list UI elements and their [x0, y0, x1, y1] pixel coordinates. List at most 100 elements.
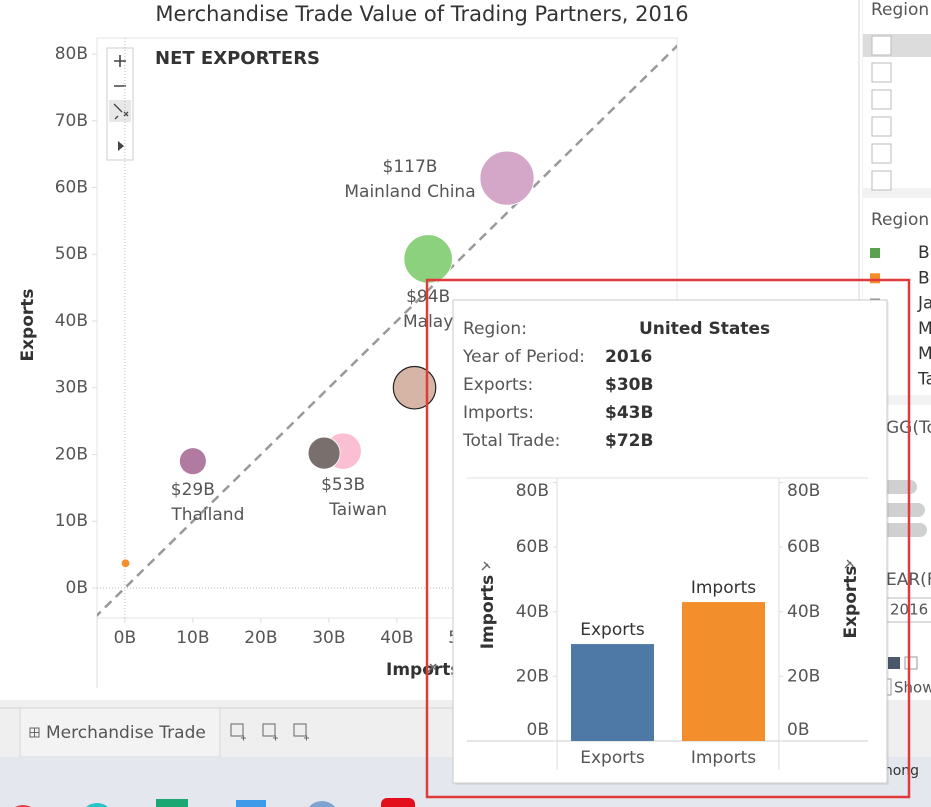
y2-tick-label: 0B [787, 720, 809, 740]
zoom-toolbar[interactable] [106, 47, 134, 161]
app-icon[interactable] [80, 803, 114, 807]
data-label: $29B [171, 480, 215, 500]
tab-icon [29, 727, 40, 738]
legend-label: Ja [917, 294, 931, 314]
y2-axis-title: Exports [841, 565, 861, 638]
bubble [479, 150, 535, 206]
reference-line [97, 44, 677, 618]
x-tick-label: Exports [580, 748, 645, 768]
app-icon[interactable] [156, 799, 188, 807]
tooltip-chart: 0B 20B 40B 60B 80B 0B 20B 40B 60B 80B Imports Expor… [467, 477, 868, 770]
legend-label: M [918, 344, 931, 364]
app-icon[interactable] [236, 800, 266, 807]
y-tick-label: 50B [55, 244, 88, 264]
year-box[interactable] [883, 597, 931, 623]
data-label: $117B [383, 157, 438, 177]
expand-icon[interactable] [118, 141, 124, 151]
chart-title: Merchandise Trade Value of Trading Partn… [155, 2, 688, 26]
x-tick-label: 0B [114, 628, 136, 648]
point-label: Mainland China [344, 182, 475, 202]
bubble [403, 234, 453, 284]
checkbox[interactable] [871, 170, 892, 191]
field-label: Exports: [463, 375, 533, 395]
filter-list[interactable] [871, 35, 892, 191]
x-tick-label: 30B [312, 628, 345, 648]
field-label: Year of Period: [462, 347, 585, 367]
slider-button[interactable] [904, 656, 918, 670]
legend-swatch [870, 248, 880, 258]
sheet-tab[interactable] [19, 707, 221, 758]
highlight-box [425, 278, 911, 799]
annotation: NET EXPORTERS [155, 48, 320, 69]
y2-tick-label: 60B [787, 537, 820, 557]
legend-label: M [918, 319, 931, 339]
point-label: Taiwan [328, 500, 387, 520]
x-tick-label: 10B [176, 628, 209, 648]
bar [571, 644, 654, 741]
legend-swatch [870, 273, 880, 284]
field-label: Total Trade: [462, 431, 560, 451]
y-tick-label: 20B [516, 666, 549, 686]
checkbox[interactable] [871, 89, 892, 110]
checkbox[interactable] [871, 116, 892, 137]
y-axis-title: Exports [18, 288, 38, 361]
y-tick-label: 60B [55, 178, 88, 198]
bubble [179, 447, 207, 476]
y-tick-label: 60B [516, 537, 549, 557]
y-tick-label: 40B [55, 311, 88, 331]
pin-button[interactable] [109, 100, 131, 122]
plot-area [97, 38, 677, 618]
bar [682, 602, 765, 741]
show-label: Show [894, 679, 931, 697]
y-tick-label: 80B [55, 44, 88, 64]
legend-title: Region [871, 210, 929, 230]
app-icon[interactable] [305, 801, 339, 807]
y2-tick-label: 40B [787, 602, 820, 622]
y-tick-label: 40B [516, 602, 549, 622]
y-axis-title: Imports [478, 575, 498, 650]
field-value: 2016 [605, 347, 652, 367]
slider-button[interactable] [888, 657, 900, 669]
tooltip-content: Region: United States Year of Period: 2016 E… [462, 319, 770, 451]
bubble [392, 365, 437, 410]
checkbox[interactable] [871, 35, 892, 56]
y-tick-label: 70B [55, 111, 88, 131]
field-label: Imports: [463, 403, 534, 423]
size-swatch [881, 480, 927, 537]
y-tick-label: 10B [55, 511, 88, 531]
field-value: $72B [605, 431, 653, 451]
pin-icon [481, 559, 854, 571]
tooltip [452, 299, 888, 784]
field-value: United States [639, 319, 770, 339]
color-legend: BB Ja MM Ta [870, 243, 931, 390]
sheet-tab-label[interactable]: Merchandise Trade [46, 723, 206, 743]
pin-icon[interactable] [113, 103, 129, 120]
field-value: $30B [605, 375, 653, 395]
bubble [120, 558, 131, 569]
x-tick-label: 40B [380, 628, 413, 648]
zoom-icon[interactable] [114, 55, 126, 87]
y-tick-label: 20B [55, 444, 88, 464]
legend-label: B [918, 268, 930, 288]
bar-label: Exports [580, 620, 645, 640]
data-label: $53B [321, 475, 365, 495]
x-tick-label: Imports [691, 748, 756, 768]
x-axis-title: Imports [386, 660, 461, 680]
y-tick-label: 0B [527, 720, 549, 740]
app-icon[interactable] [381, 798, 415, 807]
checkbox[interactable] [871, 143, 892, 164]
point-label: Thailand [170, 505, 244, 525]
y2-tick-label: 80B [787, 481, 820, 501]
legend-label: Ta [917, 370, 931, 390]
bubble [307, 436, 341, 470]
filter-title: Region [871, 0, 929, 20]
y2-tick-label: 20B [787, 666, 820, 686]
y-tick-label: 0B [66, 578, 88, 598]
checkbox[interactable] [871, 62, 892, 83]
new-sheet-icon[interactable] [230, 723, 309, 741]
field-value: $43B [605, 403, 653, 423]
field-label: Region: [463, 319, 527, 339]
y-tick-label: 80B [516, 481, 549, 501]
bar-label: Imports [691, 578, 756, 598]
